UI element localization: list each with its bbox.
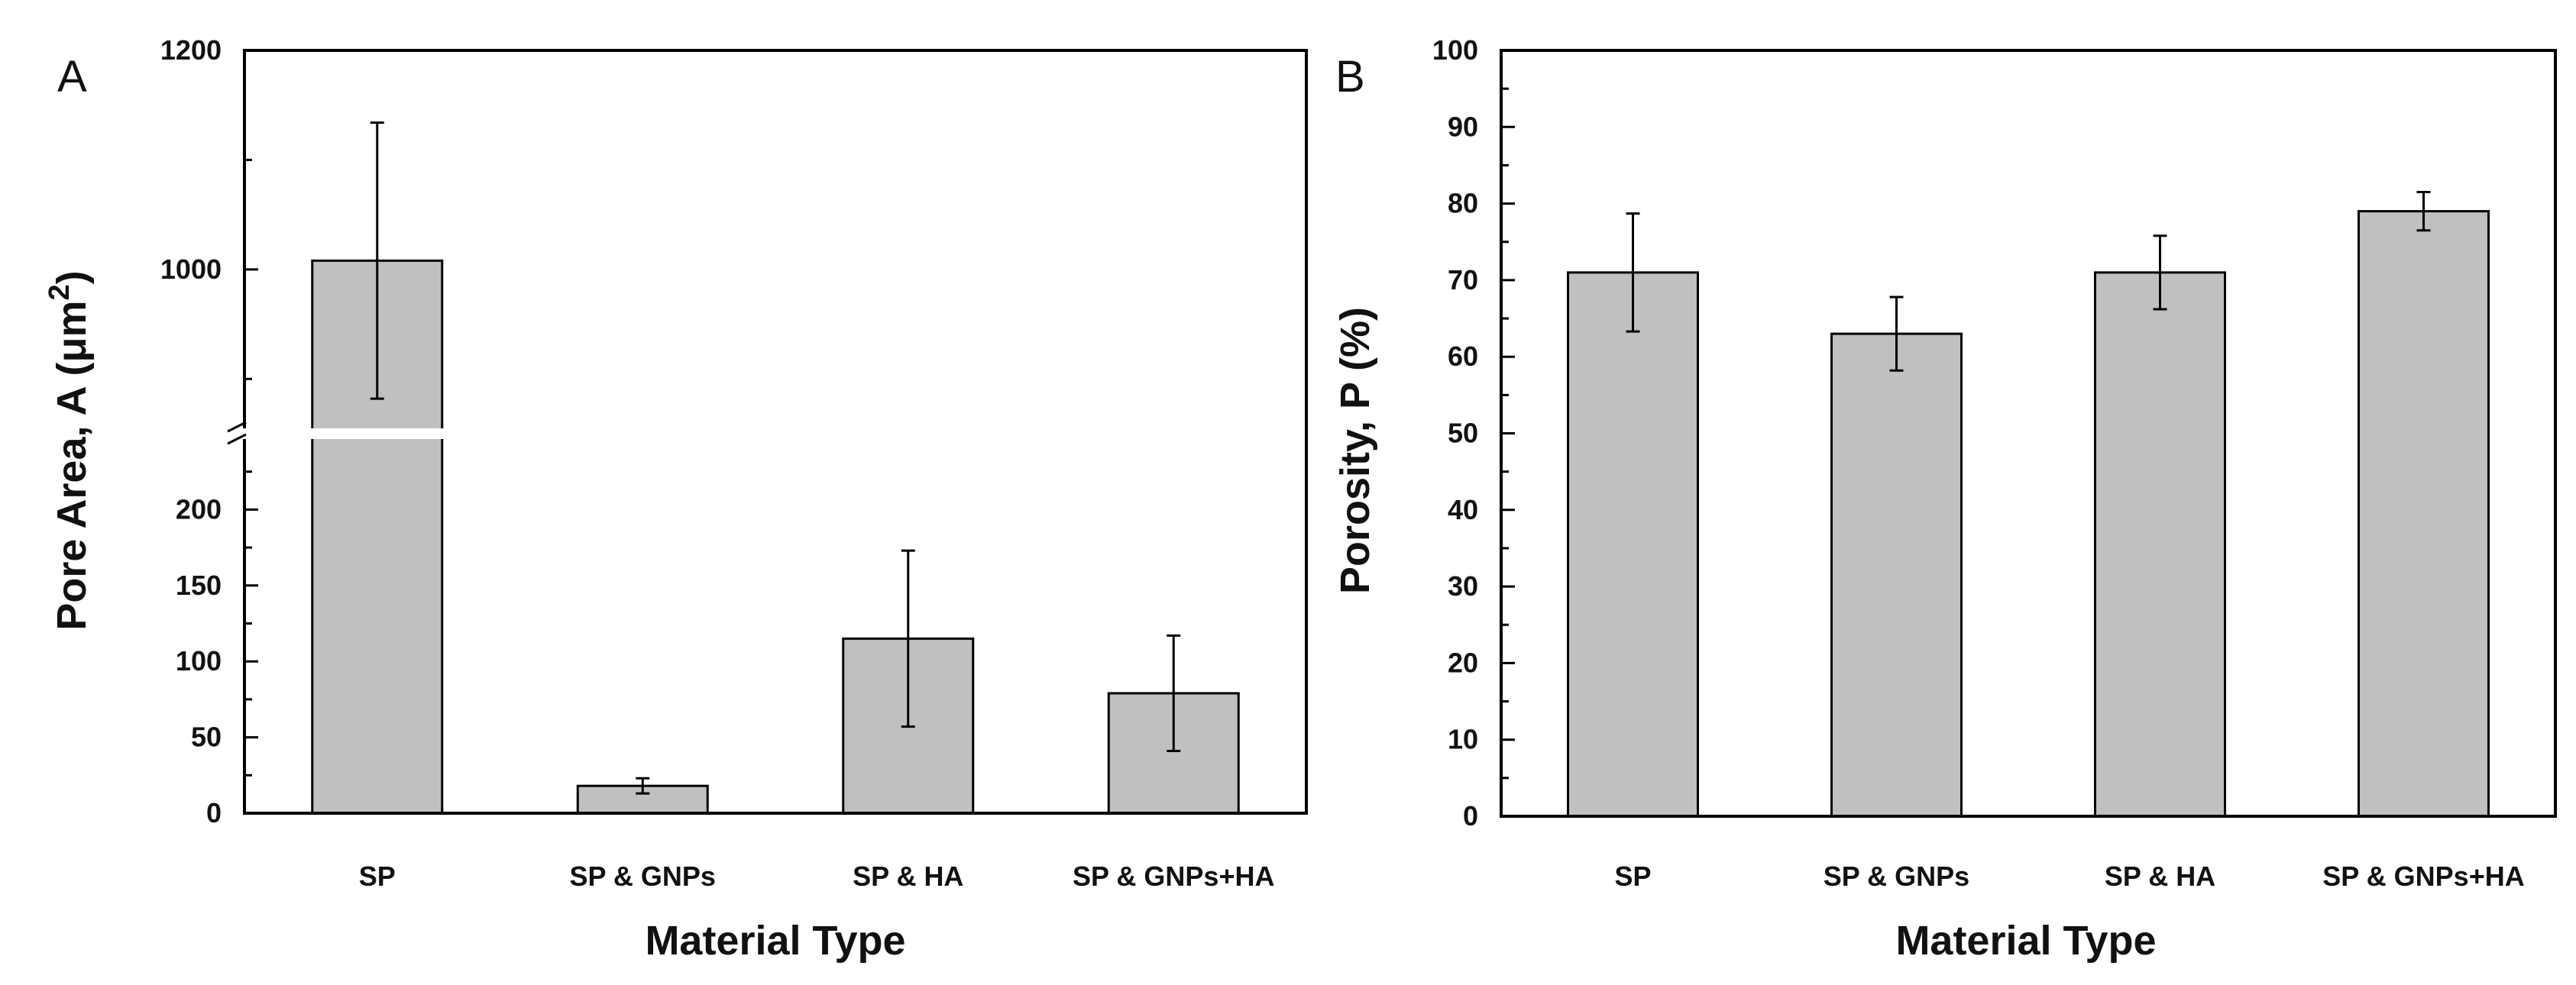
y-tick-label-80: 80	[1448, 188, 1478, 219]
panel-a-label: A	[57, 52, 87, 102]
panel-b-x-tick-labels: SP SP & GNPs SP & HA SP & GNPs+HA	[1614, 861, 2524, 892]
panel-a-y-axis-title: Pore Area, A (μm2)	[44, 270, 95, 630]
panel-b-x-axis-title: Material Type	[1895, 918, 2156, 964]
y-tick-label-0: 0	[206, 797, 222, 828]
panel-b-y-axis-title: Porosity, P (%)	[1332, 307, 1378, 594]
y-tick-label-100: 100	[1432, 34, 1478, 66]
axis-break-slash-1	[227, 421, 247, 433]
axis-break-slash-2	[227, 433, 247, 445]
y-tick-label-90: 90	[1448, 111, 1478, 142]
panel-a-bars	[311, 259, 1240, 815]
bar-sp	[1567, 271, 1699, 818]
bar-sp-gnps	[1830, 332, 1963, 818]
bar-sp-ha	[2094, 271, 2226, 818]
axis-break-gap	[238, 428, 452, 439]
y-tick-label-0: 0	[1463, 800, 1478, 832]
y-tick-label-10: 10	[1448, 724, 1478, 755]
panel-b-y-ticks: 0 10 20 30 40 50 60 70 80 90 100	[1432, 34, 1515, 832]
x-tick-label-sp-ha: SP & HA	[2105, 861, 2215, 892]
panel-a-y-ticks: 0 50 100 150 200 1000 1200	[160, 34, 258, 828]
panel-b-error-bars	[1626, 191, 2431, 372]
panel-a-axis-break	[227, 421, 452, 445]
panel-a-y-axis-title-text: Pore Area, A (μm	[49, 300, 95, 630]
x-tick-label-sp-gnps: SP & GNPs	[1824, 861, 1969, 892]
panel-a-y-axis-title-sup: 2	[44, 284, 76, 300]
y-tick-label-100: 100	[176, 645, 222, 677]
x-tick-label-sp-gnps: SP & GNPs	[570, 861, 716, 892]
panel-a-x-tick-labels: SP SP & GNPs SP & HA SP & GNPs+HA	[359, 861, 1275, 892]
y-tick-label-150: 150	[176, 570, 222, 601]
panel-a-y-axis-title-close: )	[49, 270, 95, 284]
y-tick-label-30: 30	[1448, 570, 1478, 602]
x-tick-label-sp: SP	[359, 861, 396, 892]
x-tick-label-sp: SP	[1614, 861, 1651, 892]
panel-b-label: B	[1335, 52, 1365, 102]
panel-a-error-bars	[370, 121, 1181, 795]
bar-sp-gnps-ha	[1107, 692, 1240, 815]
y-tick-label-200: 200	[176, 493, 222, 525]
y-tick-label-50: 50	[191, 722, 222, 753]
y-tick-label-1200: 1200	[160, 34, 222, 66]
panel-b-bars	[1567, 210, 2490, 818]
y-tick-label-60: 60	[1448, 341, 1478, 372]
y-tick-label-40: 40	[1448, 494, 1478, 525]
panel-a-pore-area-chart: A 0 50 100 150 200 1000 1200 SP SP & GNPs SP & H…	[44, 34, 1308, 964]
x-tick-label-sp-gnps-ha: SP & GNPs+HA	[2322, 861, 2524, 892]
x-tick-label-sp-ha: SP & HA	[853, 861, 963, 892]
panel-b-porosity-chart: B 0 10 20 30 40 50 60 70 80 90 100 SP SP & GNPs SP &…	[1332, 34, 2557, 964]
panel-a-x-axis-title: Material Type	[645, 918, 905, 964]
bar-sp-gnps-ha	[2358, 210, 2490, 818]
y-tick-label-20: 20	[1448, 647, 1478, 678]
y-tick-label-70: 70	[1448, 264, 1478, 296]
x-tick-label-sp-gnps-ha: SP & GNPs+HA	[1073, 861, 1274, 892]
y-tick-label-1000: 1000	[160, 254, 222, 285]
y-tick-label-50: 50	[1448, 418, 1478, 449]
